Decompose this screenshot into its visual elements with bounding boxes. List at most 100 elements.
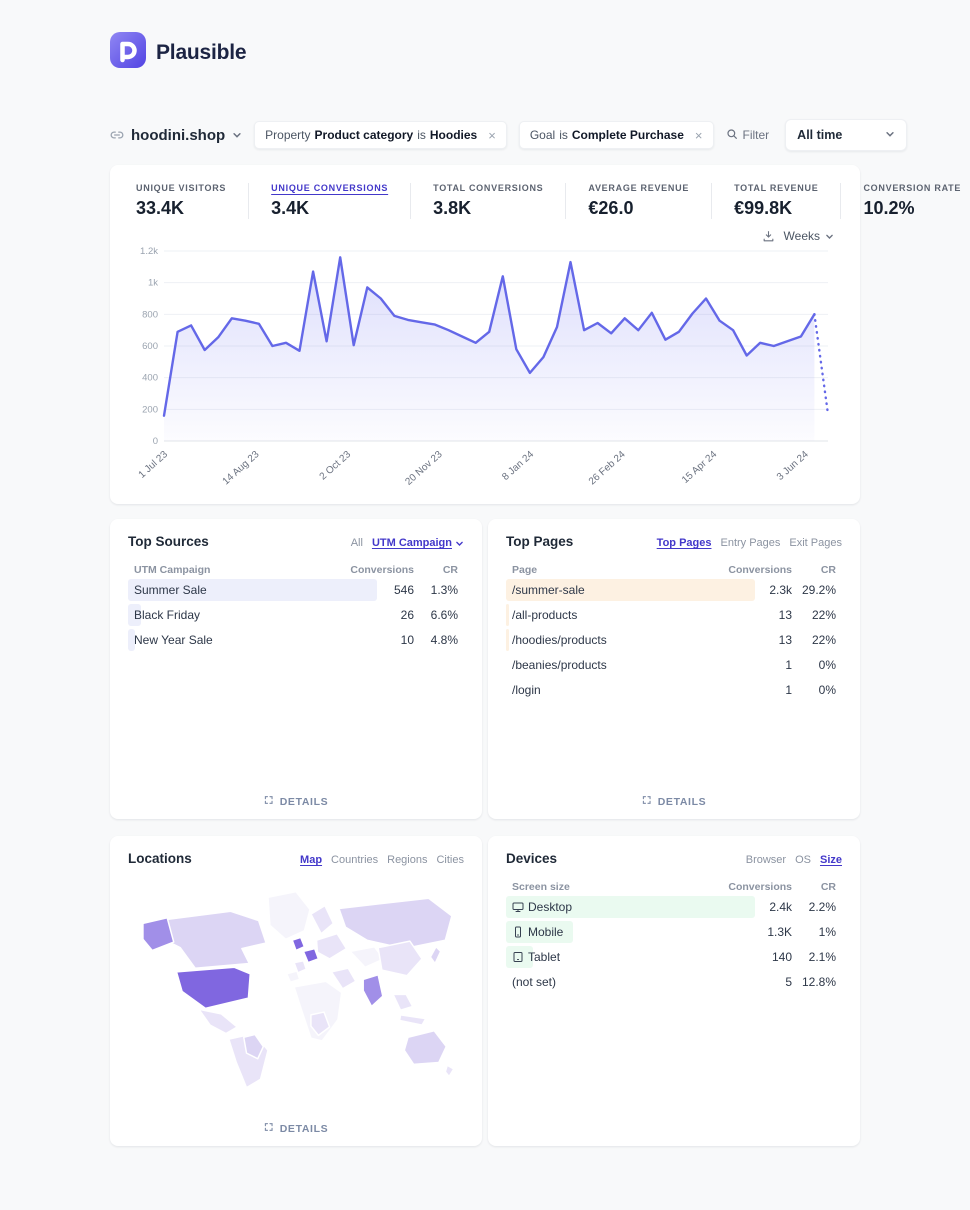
table-row[interactable]: New Year Sale 10 4.8% [128, 629, 464, 651]
pill-prefix: Goal [529, 128, 556, 142]
pill-operator: is [559, 128, 568, 142]
table-row[interactable]: Tablet 140 2.1% [506, 946, 842, 968]
expand-icon [642, 795, 652, 808]
tab-sources-utm-campaign[interactable]: UTM Campaign [372, 537, 464, 549]
pill-prefix: Property [265, 128, 311, 142]
tab-cities[interactable]: Cities [436, 854, 464, 866]
svg-text:8 Jan 24: 8 Jan 24 [500, 449, 536, 483]
search-icon [726, 128, 738, 143]
row-bar [128, 579, 377, 601]
table-row[interactable]: /summer-sale 2.3k 29.2% [506, 579, 842, 601]
panel-title: Top Pages [506, 534, 574, 549]
stat-total-conversions[interactable]: Total conversions 3.8K [410, 183, 565, 219]
top-stats: Unique visitors 33.4K Unique conversions… [134, 183, 960, 219]
svg-text:20 Nov 23: 20 Nov 23 [403, 449, 445, 488]
svg-text:15 Apr 24: 15 Apr 24 [680, 449, 720, 486]
panel-title: Locations [128, 851, 192, 866]
stat-value: 10.2% [863, 198, 915, 218]
top-pages-panel: Top Pages Top Pages Entry Pages Exit Pag… [488, 519, 860, 819]
date-range-select[interactable]: All time [785, 119, 908, 151]
table-row[interactable]: /login 1 0% [512, 683, 836, 697]
column-header: CR [442, 564, 458, 576]
svg-text:200: 200 [142, 404, 158, 415]
svg-text:1 Jul 23: 1 Jul 23 [137, 449, 171, 481]
filter-label: Filter [742, 128, 770, 142]
close-icon[interactable]: × [488, 127, 496, 143]
table-row[interactable]: /beanies/products 1 0% [512, 658, 836, 672]
stat-label: Conversion rate [863, 183, 962, 193]
table-row[interactable]: Mobile 1.3K 1% [506, 921, 842, 943]
stat-value: 3.8K [433, 198, 472, 218]
tab-os[interactable]: OS [795, 854, 811, 866]
table-row[interactable]: Black Friday 26 6.6% [128, 604, 464, 626]
row-bar [128, 604, 142, 626]
interval-value: Weeks [783, 229, 820, 243]
svg-text:2 Oct 23: 2 Oct 23 [318, 449, 354, 483]
chevron-down-icon [232, 130, 242, 140]
tab-size[interactable]: Size [819, 854, 842, 866]
stat-value: 3.4K [271, 198, 310, 218]
table-row[interactable]: Summer Sale 546 1.3% [128, 579, 464, 601]
column-header: CR [820, 564, 836, 576]
pill-value: Complete Purchase [571, 128, 684, 142]
stat-total-revenue[interactable]: Total revenue €99.8K [711, 183, 840, 219]
svg-text:400: 400 [142, 373, 158, 384]
row-bar [506, 604, 510, 626]
table-row[interactable]: Desktop 2.4k 2.2% [506, 896, 842, 918]
tab-exit-pages[interactable]: Exit Pages [789, 537, 842, 549]
interval-select[interactable]: Weeks [784, 229, 834, 243]
chevron-down-icon [885, 128, 895, 142]
column-header: Conversions [350, 564, 414, 576]
svg-text:14 Aug 23: 14 Aug 23 [221, 449, 262, 488]
tablet-icon [512, 951, 524, 963]
expand-icon [264, 795, 274, 808]
stat-unique-conversions[interactable]: Unique conversions 3.4K [248, 183, 410, 219]
tab-top-pages[interactable]: Top Pages [656, 537, 712, 549]
stat-value: 33.4K [136, 198, 185, 218]
date-range-value: All time [797, 128, 843, 142]
conversions-area-chart[interactable]: 0 200 400 600 800 1k 1.2k 1 Jul 23 14 Aug 23 2 Oc… [134, 243, 836, 495]
stat-value: €26.0 [588, 198, 634, 218]
svg-text:0: 0 [153, 436, 158, 447]
filter-pill-goal[interactable]: Goal is Complete Purchase × [518, 121, 714, 149]
tab-sources-all[interactable]: All [350, 537, 363, 549]
tab-entry-pages[interactable]: Entry Pages [720, 537, 781, 549]
table-row[interactable]: /all-products 13 22% [506, 604, 842, 626]
row-bar [506, 629, 510, 651]
devices-panel: Devices Browser OS Size Screen size Conv… [488, 836, 860, 1146]
table-row[interactable]: /hoodies/products 13 22% [506, 629, 842, 651]
details-button[interactable]: DETAILS [264, 795, 329, 808]
details-button[interactable]: DETAILS [264, 1122, 329, 1135]
world-map[interactable] [128, 876, 464, 1094]
table-row[interactable]: (not set) 5 12.8% [512, 975, 836, 989]
stat-label: Unique conversions [271, 183, 389, 193]
header: Plausible [110, 32, 860, 73]
stat-label: Unique visitors [136, 183, 227, 193]
filter-button[interactable]: Filter [726, 128, 770, 143]
link-icon [110, 128, 124, 142]
panel-title: Devices [506, 851, 558, 866]
expand-icon [264, 1122, 274, 1135]
stat-unique-visitors[interactable]: Unique visitors 33.4K [134, 183, 248, 219]
filter-pill-property[interactable]: Property Product category is Hoodies × [254, 121, 507, 149]
close-icon[interactable]: × [694, 127, 703, 143]
tab-map[interactable]: Map [300, 854, 323, 866]
svg-text:1k: 1k [148, 278, 158, 289]
tab-countries[interactable]: Countries [331, 854, 379, 866]
column-header: Conversions [728, 881, 792, 893]
tab-browser[interactable]: Browser [745, 854, 787, 866]
svg-text:3 Jun 24: 3 Jun 24 [775, 449, 811, 483]
tab-regions[interactable]: Regions [387, 854, 428, 866]
row-bar [506, 946, 533, 968]
visitors-panel: Unique visitors 33.4K Unique conversions… [110, 165, 960, 504]
stat-conversion-rate[interactable]: Conversion rate 10.2% [840, 183, 970, 219]
svg-text:600: 600 [142, 341, 158, 352]
pill-operator: is [417, 128, 426, 142]
panel-title: Top Sources [128, 534, 209, 549]
top-sources-panel: Top Sources All UTM Campaign UTM Campaig… [110, 519, 482, 819]
site-name: hoodini.shop [131, 126, 226, 144]
download-icon[interactable] [762, 230, 775, 243]
site-switcher[interactable]: hoodini.shop [110, 127, 242, 144]
details-button[interactable]: DETAILS [642, 795, 707, 808]
stat-average-revenue[interactable]: Average revenue €26.0 [565, 183, 711, 219]
